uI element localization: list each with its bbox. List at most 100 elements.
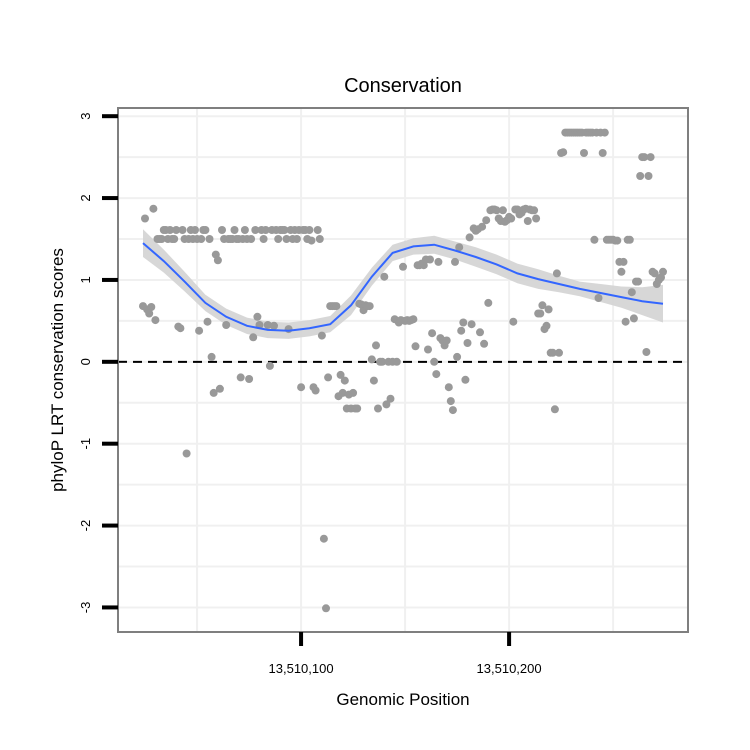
data-point: [313, 226, 322, 234]
data-point: [336, 370, 345, 379]
data-point: [307, 236, 316, 245]
data-point: [263, 321, 272, 329]
data-point: [218, 226, 226, 234]
data-point: [236, 373, 245, 382]
grid: [118, 108, 688, 632]
data-point: [270, 321, 278, 330]
data-point: [349, 388, 358, 397]
data-point: [386, 394, 395, 403]
data-point: [145, 309, 154, 318]
data-point: [382, 400, 391, 409]
y-tick-label: 3: [78, 113, 93, 120]
data-point: [492, 206, 501, 215]
data-point: [191, 226, 199, 234]
data-point: [634, 277, 643, 286]
data-point: [411, 342, 420, 351]
data-point: [642, 348, 651, 356]
data-point: [424, 345, 432, 354]
data-point: [536, 309, 545, 318]
data-point: [182, 449, 191, 458]
data-point: [523, 217, 532, 225]
data-point: [598, 149, 607, 157]
x-axis-title: Genomic Position: [336, 690, 469, 709]
data-point: [442, 336, 451, 345]
data-point: [201, 226, 210, 234]
data-point: [538, 301, 547, 310]
y-tick-label: 0: [78, 358, 93, 365]
data-point: [170, 235, 179, 243]
data-point: [509, 317, 518, 326]
data-point: [353, 404, 362, 413]
data-point: [461, 375, 470, 384]
smooth-line: [142, 242, 664, 332]
data-point: [249, 333, 258, 342]
data-point: [646, 153, 655, 162]
data-point: [319, 534, 328, 543]
y-tick-label: -1: [78, 438, 93, 450]
data-point: [265, 361, 274, 370]
panel-border: [117, 107, 689, 633]
data-point: [532, 214, 541, 223]
data-point: [530, 206, 539, 215]
data-point: [459, 318, 468, 327]
data-point: [284, 325, 293, 334]
chart-title: Conservation: [344, 75, 462, 97]
data-point: [332, 302, 341, 311]
data-point: [230, 226, 239, 234]
x-axis: 13,510,100 13,510,200: [269, 632, 542, 676]
y-axis-title: phyloP LRT conservation scores: [48, 248, 67, 492]
data-point: [374, 404, 382, 413]
y-tick-label: 2: [78, 194, 93, 201]
data-point: [253, 312, 262, 321]
data-point: [430, 357, 439, 366]
data-point: [178, 226, 187, 234]
data-point: [476, 328, 484, 337]
data-point: [432, 370, 441, 379]
data-point: [548, 348, 557, 357]
data-point: [392, 357, 401, 366]
data-point: [207, 352, 216, 361]
data-point: [203, 317, 212, 326]
data-point: [380, 272, 389, 281]
data-point: [338, 388, 347, 397]
data-point: [409, 315, 418, 324]
data-point: [619, 257, 628, 266]
data-point: [467, 320, 476, 329]
data-point: [550, 405, 559, 414]
data-point: [149, 204, 158, 213]
data-point: [448, 406, 457, 415]
data-point: [455, 243, 464, 252]
data-point: [369, 376, 378, 385]
data-point: [251, 226, 260, 234]
data-point: [600, 128, 609, 137]
data-point: [324, 373, 333, 382]
data-point: [157, 235, 166, 243]
data-point: [213, 256, 222, 265]
data-point: [542, 321, 551, 330]
data-point: [640, 153, 649, 162]
data-point: [453, 352, 462, 361]
y-tick-label: -3: [78, 602, 93, 614]
data-point: [292, 235, 301, 243]
y-tick-label: 1: [78, 276, 93, 283]
data-point: [240, 226, 249, 234]
data-point: [172, 226, 181, 234]
data-point: [245, 375, 254, 383]
data-point: [465, 233, 474, 242]
data-point: [365, 302, 374, 311]
data-point: [305, 226, 314, 234]
data-point: [507, 214, 516, 223]
data-point: [195, 326, 204, 335]
data-point: [478, 222, 487, 231]
points-layer: [139, 128, 667, 613]
data-point: [444, 383, 453, 392]
data-point: [580, 149, 588, 157]
data-point: [261, 226, 270, 234]
data-point: [197, 235, 206, 243]
data-point: [594, 294, 603, 302]
x-tick-label: 13,510,100: [269, 661, 334, 676]
data-point: [590, 235, 599, 244]
data-point: [544, 305, 553, 314]
data-point: [280, 226, 289, 234]
